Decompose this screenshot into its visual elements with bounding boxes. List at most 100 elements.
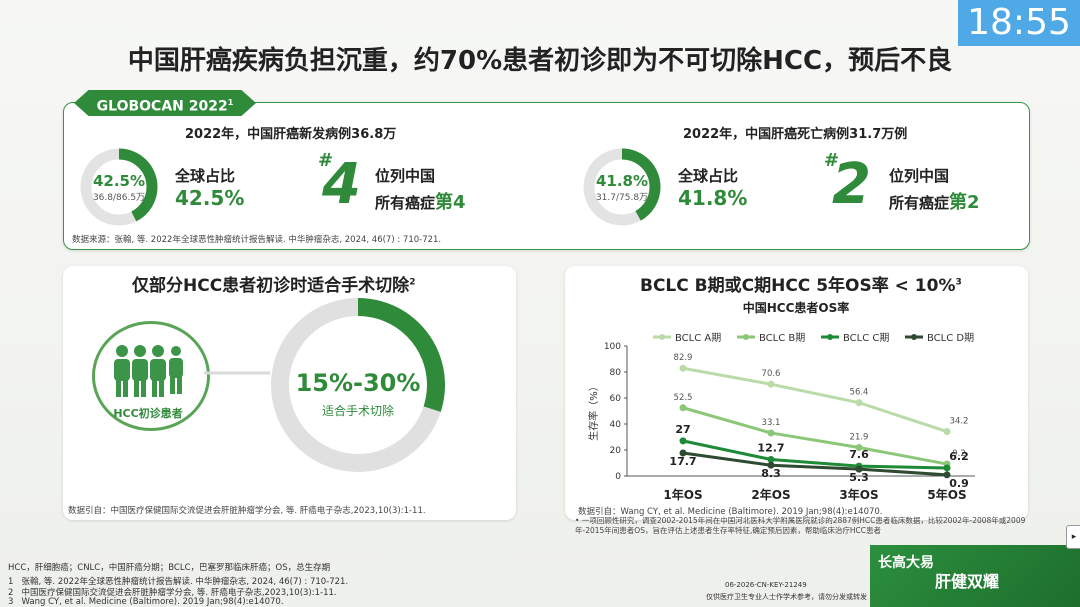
y-tick-label: 80 [610,368,622,378]
series-line [682,439,948,470]
data-label: 0.9 [949,477,969,490]
deaths-ring-label: 41.8% 31.7/75.8万 [595,172,649,203]
surgery-source: 数据引自：中国医疗保健国际交流促进会肝脏肿瘤学分会, 等. 肝癌电子杂志,202… [68,506,426,516]
new-cases-subtitle: 2022年，中国肝癌新发病例36.8万 [185,127,397,142]
data-point [679,449,687,457]
data-label: 17.7 [669,455,696,468]
data-label: 6.2 [949,450,969,463]
data-label: 9.2 [952,449,966,459]
y-tick-label: 100 [604,342,621,352]
patients-label: HCC初诊患者 [113,407,183,420]
data-label: 21.9 [850,433,869,443]
deaths-subtitle: 2022年，中国肝癌死亡病例31.7万例 [683,127,908,142]
x-tick-label: 2年OS [751,487,790,502]
chart-title: 中国HCC患者OS率 [743,300,850,315]
deaths-rank-hash: # [824,150,840,171]
surgery-ring [271,298,445,472]
data-label: 7.6 [849,448,869,461]
new-cases-rank-hash: # [318,150,334,171]
y-tick-label: 0 [615,472,621,482]
data-point [943,428,951,436]
data-point [855,465,863,473]
legend-marker [659,334,665,340]
distribution-notice: 仅供医疗卫生专业人士作学术参考，请勿分发或转发 [706,593,867,601]
legend-marker [827,334,833,340]
globocan-panel [63,102,1030,250]
surgery-range-label: 适合手术切除 [321,404,394,418]
new-cases-share-label: 全球占比 [175,167,236,185]
x-tick-label: 3年OS [839,487,878,502]
arrow-icon [204,371,270,375]
os-source: 数据引自：Wang CY, et al. Medicine (Baltimore… [578,507,883,517]
new-cases-ring [80,148,158,226]
series-line [682,366,948,433]
data-point [767,461,775,469]
scroll-arrow-icon[interactable]: ▸ [1066,525,1080,549]
series-line [682,406,948,466]
data-label: 12.7 [757,441,784,454]
x-tick-label: 5年OS [927,487,966,502]
brand-line2: 肝健双耀 [935,572,1000,591]
data-label: 8.3 [761,467,781,480]
data-point [767,380,775,388]
clock-overlay: 18:55 [958,0,1080,46]
brand-line1: 长高大易 [878,555,934,571]
deaths-rank-line1: 位列中国 [889,167,950,185]
data-point [855,399,863,407]
reference-2: 2 中国医疗保健国际交流促进会肝脏肿瘤学分会, 等. 肝癌电子杂志,2023,1… [8,588,337,598]
legend-label: BCLC C期 [843,332,889,344]
y-tick-label: 40 [610,420,622,430]
series-line [682,451,948,477]
y-tick-label: 20 [610,446,622,456]
new-cases-rank-line2: 所有癌症第4 [375,192,466,213]
os-note: • 一项回顾性研究，调查2002-2015年间在中国河北医科大学附属医院就诊的2… [575,516,1026,535]
data-point [679,404,687,412]
y-tick-label: 60 [610,394,622,404]
deaths-ring [583,148,661,226]
os-panel [565,266,1028,520]
data-point [943,464,951,472]
data-point [679,364,687,372]
data-point [943,471,951,479]
new-cases-ring-label: 42.5% 36.8/86.5万 [92,172,146,203]
os-title: BCLC B期或C期HCC 5年OS率 < 10%3 [640,276,962,296]
legend-label: BCLC A期 [675,332,721,344]
legend-label: BCLC D期 [927,332,974,344]
deaths-share-value: 41.8% [678,186,748,210]
deaths-rank: 2 [832,152,871,217]
y-axis-label: 生存率（%） [587,381,600,441]
abbreviations: HCC，肝细胞癌；CNLC，中国肝癌分期；BCLC，巴塞罗那临床肝癌；OS，总生… [8,563,331,573]
x-tick-label: 1年OS [663,487,702,502]
slide-title: 中国肝癌疾病负担沉重，约70%患者初诊即为不可切除HCC，预后不良 [127,46,953,76]
data-label: 52.5 [674,393,693,403]
globocan-source: 数据来源：张翰, 等. 2022年全球恶性肿瘤统计报告解读. 中华肿瘤杂志, 2… [72,235,442,245]
os-chart: 中国HCC患者OS率 BCLC A期 BCLC B期 BCLC C期 BCLC D期 0 2… [587,300,975,502]
data-point [767,429,775,437]
data-label: 56.4 [850,388,869,398]
data-label: 82.9 [674,353,693,363]
data-point [767,455,775,463]
brand-banner [870,545,1080,607]
surgery-title: 仅部分HCC患者初诊时适合手术切除2 [132,276,416,296]
data-label: 33.1 [762,418,781,428]
data-label: 5.3 [849,471,869,484]
new-cases-share-value: 42.5% [175,186,245,210]
globocan-badge: GLOBOCAN 20221 [74,90,256,116]
reference-3: 3 Wang CY, et al. Medicine (Baltimore). … [8,597,284,607]
data-label: 34.2 [950,417,969,427]
data-point [679,437,687,445]
new-cases-rank-line1: 位列中国 [375,167,436,185]
surgery-range: 15%-30% [295,369,421,397]
deaths-rank-line2: 所有癌症第2 [889,192,980,213]
deaths-share-label: 全球占比 [678,167,739,185]
legend-marker [911,334,917,340]
reference-1: 1 张翰, 等. 2022年全球恶性肿瘤统计报告解读. 中华肿瘤杂志, 2024… [8,577,349,587]
document-code: 06-2026-CN-KEY-21249 [725,581,807,589]
people-group-icon [114,345,183,397]
data-label: 27 [675,423,690,436]
data-point [855,444,863,452]
legend-marker [743,334,749,340]
data-label: 70.6 [762,369,781,379]
legend-label: BCLC B期 [759,332,805,344]
new-cases-rank: 4 [322,152,361,217]
